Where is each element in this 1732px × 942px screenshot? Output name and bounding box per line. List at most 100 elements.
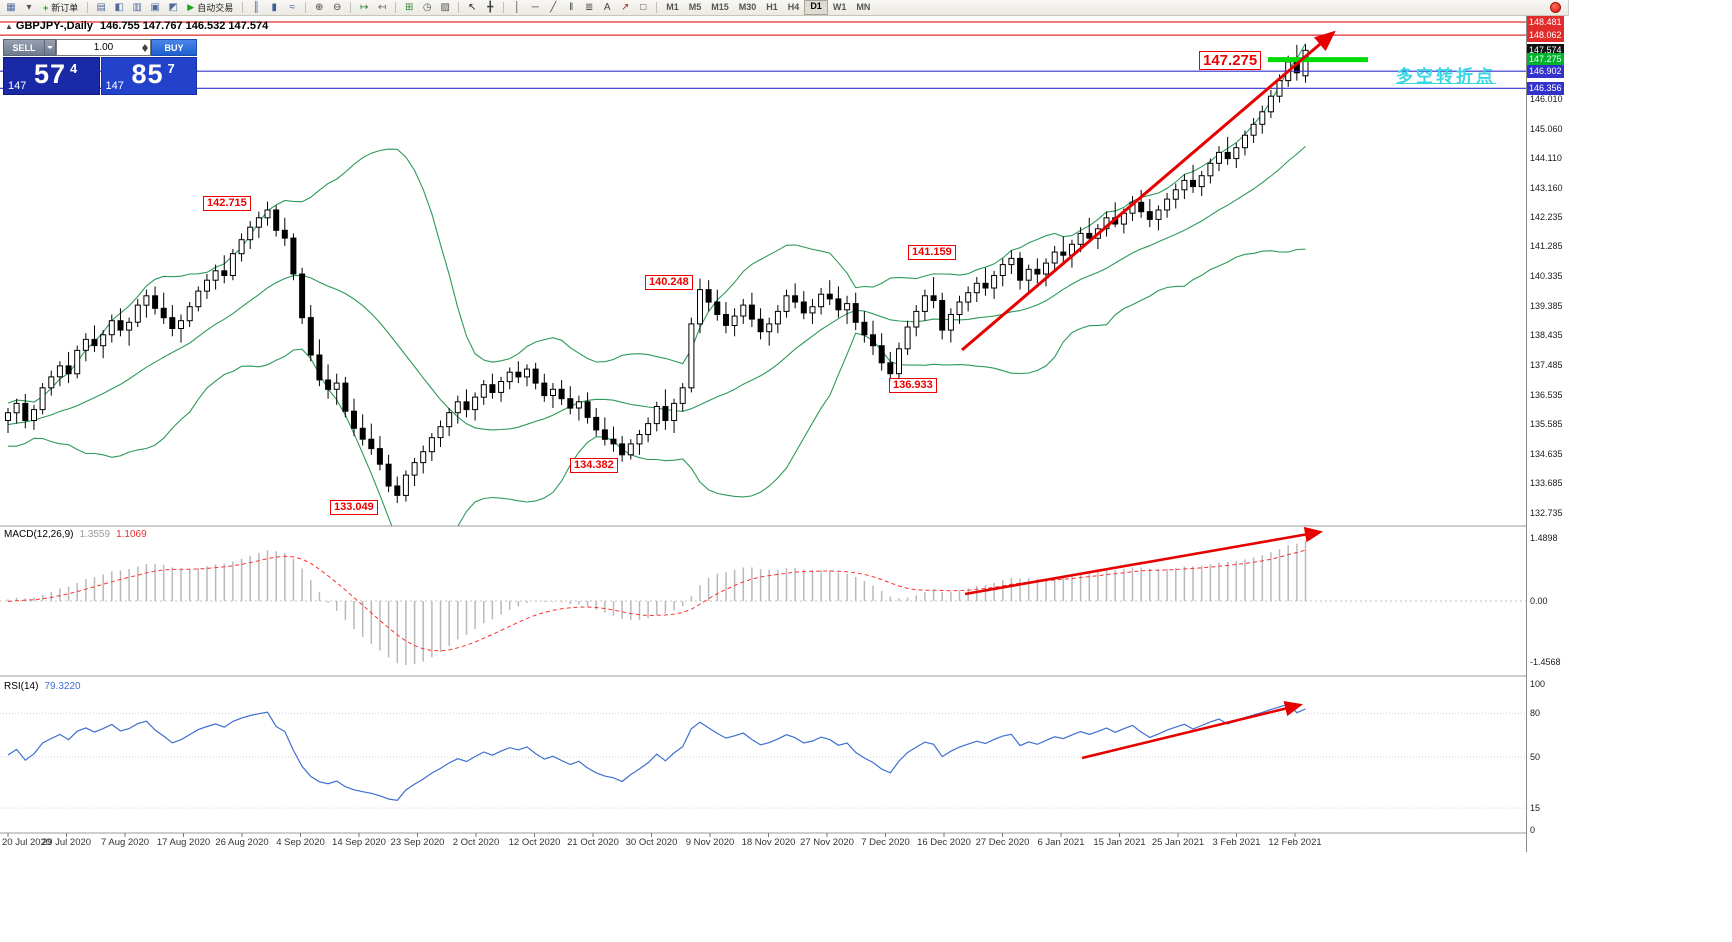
zoom-out-icon[interactable]: ⊖ xyxy=(333,2,342,13)
volume-input[interactable]: 1.00 xyxy=(56,39,151,56)
trendline-icon[interactable]: ╱ xyxy=(550,2,557,13)
indicators-icon[interactable]: ⊞ xyxy=(405,2,414,13)
date-label: 23 Sep 2020 xyxy=(391,837,445,848)
date-label: 18 Nov 2020 xyxy=(742,837,796,848)
toolbar-separator xyxy=(350,2,352,13)
axis-label: 15 xyxy=(1530,803,1541,814)
fibonacci-icon[interactable]: ≣ xyxy=(585,2,594,13)
main-price-panel[interactable] xyxy=(0,21,1526,566)
timeframe-mn-button[interactable]: MN xyxy=(856,2,871,12)
price-callout[interactable]: 147.275 xyxy=(1199,51,1262,70)
trend-arrow[interactable] xyxy=(1081,700,1304,760)
cursor-icon[interactable]: ↖ xyxy=(468,2,477,13)
buy-button[interactable]: BUY xyxy=(151,39,197,56)
date-label: 25 Jan 2021 xyxy=(1152,837,1204,848)
periods-icon[interactable]: ◷ xyxy=(422,2,432,13)
chart-header: ▲ GBPJPY-,Daily 146.755 147.767 146.532 14… xyxy=(5,20,268,32)
price-callout[interactable]: 136.933 xyxy=(889,378,937,393)
rsi-line xyxy=(7,703,1306,801)
timeframe-h4-button[interactable]: H4 xyxy=(787,2,800,12)
text-label-icon[interactable]: A xyxy=(603,2,611,13)
axis-label: 80 xyxy=(1530,708,1541,719)
macd-title: MACD(12,26,9) xyxy=(4,529,74,540)
axis-label: 100 xyxy=(1530,679,1546,689)
arrows-tool-icon[interactable]: ↗ xyxy=(621,2,630,13)
date-label: 27 Dec 2020 xyxy=(976,837,1030,848)
price-axis-marker: 146.356 xyxy=(1527,81,1564,95)
autotrade-icon: ▶ xyxy=(187,2,195,12)
chart-ohlc: 146.755 147.767 146.532 147.574 xyxy=(99,20,269,32)
trend-arrow[interactable] xyxy=(964,527,1324,596)
crosshair-icon[interactable]: ╋ xyxy=(487,2,494,13)
toolbar-separator xyxy=(242,2,244,13)
axis-label: 136.535 xyxy=(1530,389,1563,400)
rsi-title: RSI(14) xyxy=(4,681,39,692)
candlestick-chart-icon[interactable]: ▮ xyxy=(271,2,277,13)
chart-list-icon[interactable]: ▾ xyxy=(26,2,32,13)
macd-indicator-panel[interactable] xyxy=(0,527,1526,665)
axis-label: -1.4568 xyxy=(1530,657,1561,668)
horizontal-line-icon[interactable]: ─ xyxy=(531,2,539,13)
zoom-in-icon[interactable]: ⊕ xyxy=(315,2,324,13)
rsi-indicator-panel[interactable] xyxy=(0,700,1526,809)
market-watch-icon[interactable]: ▤ xyxy=(96,2,106,13)
price-callout[interactable]: 141.159 xyxy=(908,245,956,260)
spin-up-icon[interactable] xyxy=(141,41,148,48)
price-callout[interactable]: 140.248 xyxy=(645,275,693,290)
chart-window: 20 Jul 2020 29 Jul 2020 7 Aug 2020 17 Aug 2… xyxy=(0,0,1568,942)
notification-badge[interactable] xyxy=(1550,2,1561,13)
timeframe-m15-button[interactable]: M15 xyxy=(711,2,729,12)
buy-price-button[interactable]: 147 85 7 xyxy=(100,57,197,95)
trend-arrow[interactable] xyxy=(961,30,1336,352)
chart-shift-icon[interactable]: ↤ xyxy=(378,2,387,13)
price-callout[interactable]: 134.382 xyxy=(570,458,618,473)
one-click-trading-panel: SELL 1.00 BUY 147 57 4 147 85 7 xyxy=(3,39,197,95)
new-order-button[interactable]: + 新订单 xyxy=(39,1,82,15)
new-chart-icon[interactable]: ▦ xyxy=(6,2,16,13)
navigator-icon[interactable]: ▥ xyxy=(132,2,142,13)
price-axis-marker: 148.062 xyxy=(1527,28,1564,42)
macd-label: MACD(12,26,9) 1.3559 1.1069 xyxy=(4,529,147,540)
timeframe-m1-button[interactable]: M1 xyxy=(666,2,679,12)
collapse-arrow-icon[interactable]: ▲ xyxy=(5,22,13,31)
templates-icon[interactable]: ▨ xyxy=(440,2,450,13)
volume-spinner[interactable] xyxy=(140,41,149,54)
shapes-icon[interactable]: □ xyxy=(640,2,647,13)
timeframe-m30-button[interactable]: M30 xyxy=(738,2,757,12)
spin-down-icon[interactable] xyxy=(141,48,148,55)
auto-scroll-icon[interactable]: ↦ xyxy=(360,2,369,13)
date-label: 20 Jul 2020 xyxy=(2,837,51,848)
price-callout[interactable]: 142.715 xyxy=(203,196,251,211)
line-chart-icon[interactable]: ≈ xyxy=(289,2,295,13)
autotrade-button[interactable]: ▶ 自动交易 xyxy=(183,1,237,15)
bar-chart-icon[interactable]: ║ xyxy=(252,2,260,13)
timeframe-w1-button[interactable]: W1 xyxy=(832,2,847,12)
timeframe-h1-button[interactable]: H1 xyxy=(766,2,778,12)
sell-price-button[interactable]: 147 57 4 xyxy=(3,57,100,95)
price-axis[interactable]: 146.010 145.060 144.110 143.160 142.235 141.2… xyxy=(1526,15,1569,852)
timeframe-d1-button[interactable]: D1 xyxy=(804,0,828,15)
sell-dropdown-icon[interactable] xyxy=(45,39,56,56)
turning-point-note[interactable]: 多空转折点 xyxy=(1396,67,1496,86)
axis-label: 1.4898 xyxy=(1530,533,1558,544)
top-toolbar: ▦ ▾ + 新订单 ▤ ◧ ▥ ▣ ◩ ▶ 自动交易 ║ ▮ ≈ ⊕ ⊖ ↦ ↤ ⊞ ◷ ▨ ↖ ╋ │ ─ ╱ ǁ ≣ A ↗ □ M1 M5… xyxy=(0,0,1568,16)
equidistant-channel-icon[interactable]: ǁ xyxy=(569,2,574,13)
toolbar-separator xyxy=(503,2,505,13)
sell-button[interactable]: SELL xyxy=(3,39,45,56)
date-label: 6 Jan 2021 xyxy=(1037,837,1084,848)
price-axis-marker: 148.481 xyxy=(1527,15,1564,29)
vertical-line-icon[interactable]: │ xyxy=(514,2,521,13)
terminal-icon[interactable]: ▣ xyxy=(150,2,160,13)
toolbar-separator xyxy=(458,2,460,13)
date-label: 30 Oct 2020 xyxy=(626,837,678,848)
date-label: 12 Oct 2020 xyxy=(509,837,561,848)
timeframe-m5-button[interactable]: M5 xyxy=(688,2,702,12)
sell-price-sup: 4 xyxy=(70,61,78,76)
data-window-icon[interactable]: ◧ xyxy=(114,2,124,13)
strategy-tester-icon[interactable]: ◩ xyxy=(168,2,178,13)
price-callout[interactable]: 133.049 xyxy=(330,500,378,515)
axis-label: 142.235 xyxy=(1530,211,1563,222)
